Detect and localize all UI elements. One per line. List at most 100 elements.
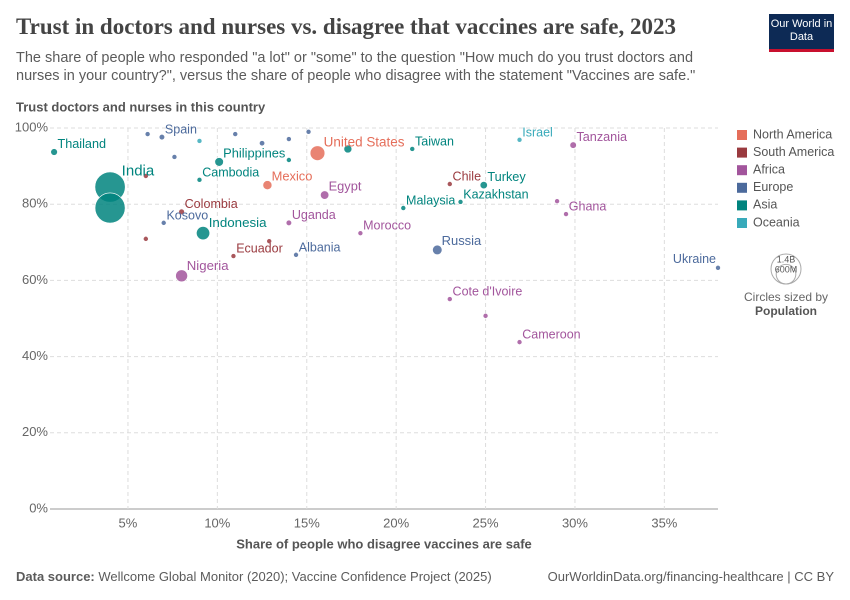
point xyxy=(230,253,237,259)
point xyxy=(262,180,273,190)
x-tick-label: 30% xyxy=(562,515,588,530)
point xyxy=(214,157,224,167)
point xyxy=(715,265,721,271)
point xyxy=(479,181,488,190)
point-label: Spain xyxy=(165,123,197,137)
size-legend-circle xyxy=(775,263,797,285)
point xyxy=(143,236,149,242)
point-label: Indonesia xyxy=(209,215,267,230)
point-label: Turkey xyxy=(487,169,526,184)
point xyxy=(516,339,523,345)
point xyxy=(196,177,203,183)
point xyxy=(446,181,453,187)
point xyxy=(232,131,239,137)
source: Wellcome Global Monitor (2020); Vaccine … xyxy=(98,569,492,584)
point xyxy=(171,154,178,160)
x-tick-label: 5% xyxy=(119,515,138,530)
point xyxy=(293,252,299,258)
point xyxy=(259,140,266,147)
legend-label: Oceania xyxy=(753,215,800,229)
point xyxy=(432,244,443,256)
point-label: Ghana xyxy=(569,200,607,214)
point xyxy=(563,211,569,217)
logo[interactable]: Our World in Data xyxy=(769,14,834,52)
y-tick-label: 40% xyxy=(22,348,48,363)
point xyxy=(357,230,364,236)
legend-label: South America xyxy=(753,145,834,159)
chart-title: Trust in doctors and nurses vs. disagree… xyxy=(16,14,676,39)
point xyxy=(320,190,330,200)
point xyxy=(309,145,326,161)
x-tick-label: 15% xyxy=(294,515,320,530)
point xyxy=(196,138,203,144)
point xyxy=(143,173,149,179)
point-label: Uganda xyxy=(292,208,336,222)
point xyxy=(569,141,577,149)
point-label: Thailand xyxy=(57,137,106,151)
point xyxy=(144,131,151,137)
point xyxy=(457,199,464,205)
y-axis-title: Trust doctors and nurses in this country xyxy=(16,99,266,114)
point-label: Albania xyxy=(299,240,341,254)
point-label: Ukraine xyxy=(673,252,716,266)
point xyxy=(286,136,292,142)
y-tick-label: 80% xyxy=(22,196,48,211)
source-label: Data source: xyxy=(16,569,95,584)
point xyxy=(446,296,453,302)
point xyxy=(305,129,312,135)
footer-credit[interactable]: OurWorldinData.org/financing-healthcare … xyxy=(547,569,834,584)
point xyxy=(158,134,166,141)
y-tick-label: 100% xyxy=(15,119,49,134)
x-tick-label: 35% xyxy=(651,515,677,530)
point-label: Chile xyxy=(453,170,482,184)
legend-label: Europe xyxy=(753,180,793,194)
legend-swatch xyxy=(737,147,747,158)
point xyxy=(482,313,489,319)
point-label: Russia xyxy=(442,233,482,248)
point-label: Ecuador xyxy=(236,242,283,256)
point xyxy=(516,137,523,143)
point-label: United States xyxy=(324,135,405,150)
point xyxy=(285,219,292,226)
legend-label: Asia xyxy=(753,198,777,212)
point-label: Mexico xyxy=(272,168,313,183)
point-label: Nigeria xyxy=(187,258,229,273)
point xyxy=(286,157,292,163)
legend-swatch xyxy=(737,200,747,211)
point xyxy=(343,144,353,154)
y-tick-label: 20% xyxy=(22,424,48,439)
point-label: India xyxy=(122,162,155,179)
point xyxy=(94,192,126,224)
legend-swatch xyxy=(737,130,747,140)
point xyxy=(175,269,188,283)
x-tick-label: 20% xyxy=(383,515,409,530)
point xyxy=(160,220,167,226)
x-tick-label: 10% xyxy=(204,515,230,530)
point xyxy=(50,148,58,156)
point-label: Kazakhstan xyxy=(463,187,528,201)
size-legend-title: Circles sized by xyxy=(744,290,828,304)
legend-swatch xyxy=(737,182,747,193)
point-label: Colombia xyxy=(185,197,238,211)
x-tick-label: 25% xyxy=(473,515,499,530)
point xyxy=(178,208,185,216)
x-axis-title: Share of people who disagree vaccines ar… xyxy=(236,536,532,551)
point-label: Cambodia xyxy=(202,165,259,179)
footer-source: Data source: Wellcome Global Monitor (20… xyxy=(16,569,492,584)
point-label: Cote d'Ivoire xyxy=(453,285,523,299)
point-label: Egypt xyxy=(329,178,362,193)
point-label: Cameroon xyxy=(522,328,580,342)
legend-swatch xyxy=(737,165,747,176)
size-legend-label: 600M xyxy=(775,265,798,275)
point-label: Kosovo xyxy=(166,208,208,222)
point xyxy=(554,198,560,204)
point-label: Philippines xyxy=(223,145,285,160)
point xyxy=(196,226,211,241)
legend-label: Africa xyxy=(753,162,785,176)
legend-swatch xyxy=(737,218,747,228)
point-label: Taiwan xyxy=(415,135,454,149)
chart-subtitle: The share of people who responded "a lot… xyxy=(16,50,696,84)
size-legend-label: 1.4B xyxy=(777,254,796,264)
